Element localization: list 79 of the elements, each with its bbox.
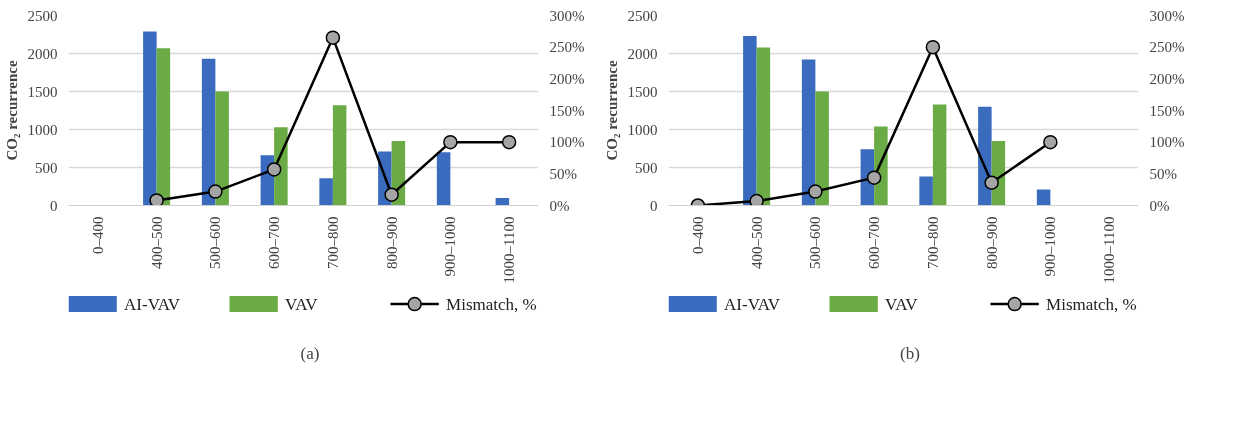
y2-tick-label: 200% xyxy=(549,70,585,87)
y-tick-label: 0 xyxy=(650,197,658,214)
x-tick-label: 800–900 xyxy=(383,216,400,269)
point xyxy=(208,184,223,199)
bar xyxy=(143,31,157,206)
bar xyxy=(756,47,771,206)
y2-tick-label: 100% xyxy=(549,134,585,151)
point xyxy=(443,134,458,150)
x-tick-label: 500–600 xyxy=(807,216,824,269)
bar xyxy=(801,59,816,206)
y2-tick-label: 50% xyxy=(549,165,577,182)
x-tick-label: 1000–1100 xyxy=(501,216,518,284)
legend-label: AI-VAV xyxy=(724,294,781,314)
y-tick-label: 1000 xyxy=(627,121,658,138)
bar xyxy=(215,91,229,206)
y2-tick-label: 50% xyxy=(1149,165,1177,182)
x-tick-label: 0–400 xyxy=(89,216,106,254)
y-tick-label: 2000 xyxy=(627,45,658,62)
bar xyxy=(332,105,347,206)
x-tick-label: 600–700 xyxy=(866,216,883,269)
y-tick-label: 2000 xyxy=(27,45,58,62)
point xyxy=(925,39,941,55)
y2-tick-label: 250% xyxy=(1149,39,1185,56)
legend-label: AI-VAV xyxy=(124,294,181,314)
bar xyxy=(201,58,216,206)
bar xyxy=(1036,189,1051,206)
bar xyxy=(815,91,829,206)
x-tick-label: 400–500 xyxy=(148,216,165,269)
bar xyxy=(319,178,333,206)
y-tick-label: 1500 xyxy=(627,83,658,100)
y2-tick-label: 0% xyxy=(549,197,570,214)
bar xyxy=(156,48,171,206)
y2-tick-label: 0% xyxy=(1149,197,1170,214)
y-tick-label: 1000 xyxy=(27,121,58,138)
x-tick-label: 900–1000 xyxy=(442,216,459,277)
legend-label: Mismatch, % xyxy=(446,294,537,314)
bar xyxy=(743,36,757,206)
y-tick-label: 2500 xyxy=(27,7,58,24)
y-tick-label: 2500 xyxy=(627,7,658,24)
text: (a) xyxy=(300,343,320,363)
y2-tick-label: 250% xyxy=(549,39,585,56)
x-tick-label: 700–800 xyxy=(924,216,941,269)
x-tick-label: 0–400 xyxy=(689,216,706,254)
y2-tick-label: 300% xyxy=(1149,7,1185,24)
point xyxy=(149,193,164,206)
point xyxy=(1043,134,1058,150)
x-tick-label: 800–900 xyxy=(983,216,1000,269)
y2-tick-label: 200% xyxy=(1149,70,1185,87)
point xyxy=(749,193,764,206)
y2-tick-label: 100% xyxy=(1149,134,1185,151)
point xyxy=(866,170,882,185)
point xyxy=(808,184,823,199)
x-tick-label: 500–600 xyxy=(207,216,224,269)
x-tick-label: 1000–1100 xyxy=(1101,216,1118,284)
x-tick-label: 700–800 xyxy=(324,216,341,269)
y2-tick-label: 300% xyxy=(549,7,585,24)
y-tick-label: 500 xyxy=(635,159,658,176)
text: (b) xyxy=(900,343,920,363)
x-tick-label: 400–500 xyxy=(748,216,765,269)
y-axis-title: CO₂ recurrence xyxy=(603,60,620,161)
point xyxy=(384,187,399,202)
y2-tick-label: 150% xyxy=(549,102,585,119)
legend-label: Mismatch, % xyxy=(1046,294,1137,314)
y2-tick-label: 150% xyxy=(1149,102,1185,119)
point xyxy=(501,134,517,150)
x-tick-label: 900–1000 xyxy=(1042,216,1059,277)
y-tick-label: 0 xyxy=(50,197,58,214)
bar xyxy=(932,104,947,206)
legend-label: VAV xyxy=(885,294,919,314)
y-tick-label: 1500 xyxy=(27,83,58,100)
point xyxy=(325,30,341,45)
y-tick-label: 500 xyxy=(35,159,58,176)
legend-label: VAV xyxy=(285,294,319,314)
y-axis-title: CO₂ recurrence xyxy=(3,60,20,161)
point xyxy=(266,162,282,177)
bar xyxy=(919,176,933,206)
x-tick-label: 600–700 xyxy=(266,216,283,269)
point xyxy=(984,175,999,190)
bar xyxy=(436,152,451,206)
